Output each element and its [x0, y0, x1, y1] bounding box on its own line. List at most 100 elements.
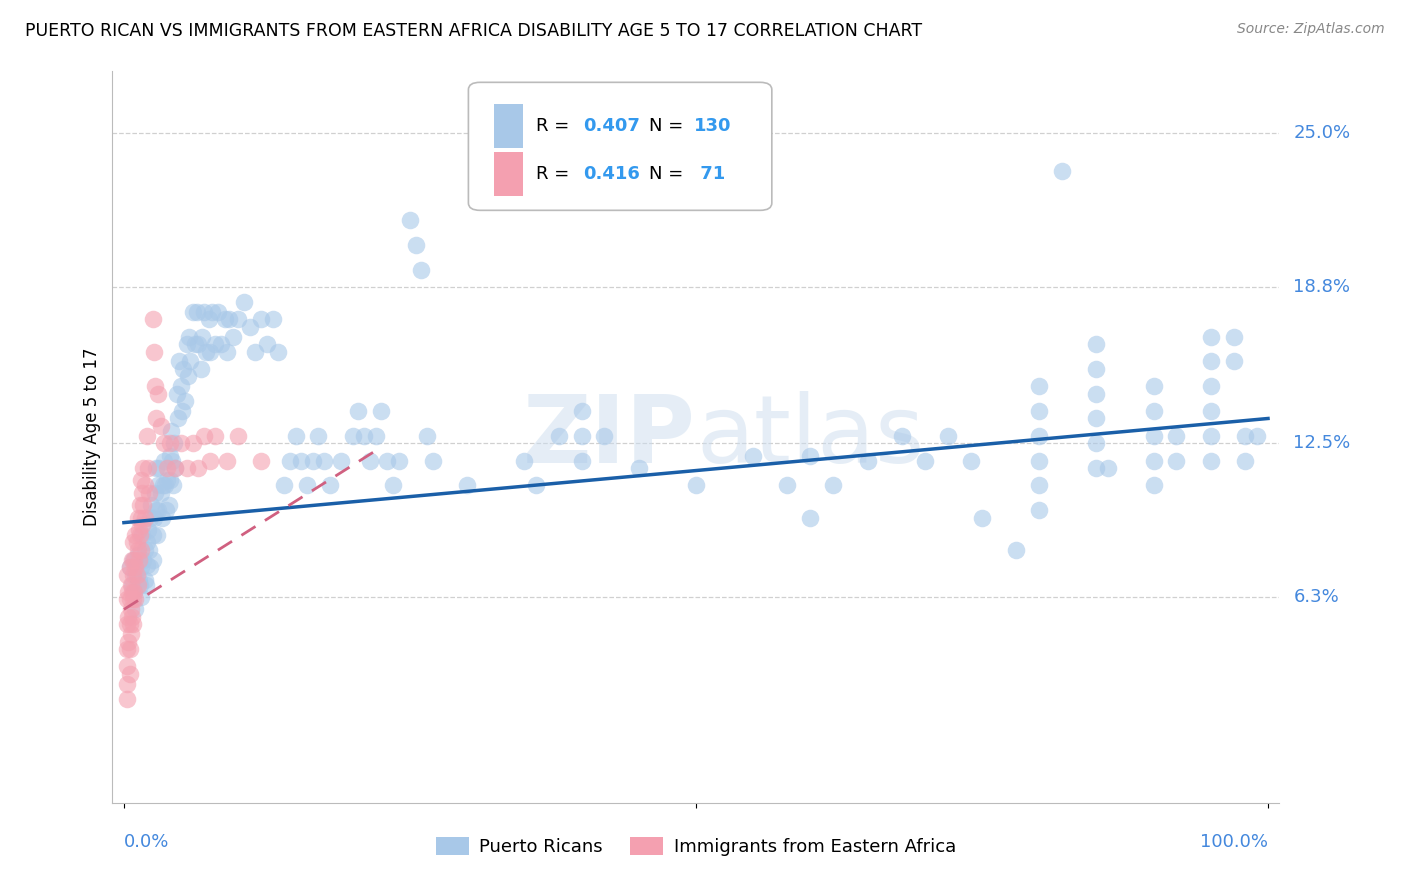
Point [145, 461, 167, 475]
Point [627, 461, 650, 475]
Point [218, 312, 240, 326]
Point [134, 542, 156, 557]
Point [1199, 329, 1222, 343]
Point [936, 429, 959, 443]
Point [132, 553, 155, 567]
Point [166, 386, 188, 401]
Point [245, 344, 267, 359]
Point [118, 560, 141, 574]
Point [118, 560, 141, 574]
Point [143, 379, 166, 393]
Point [1028, 478, 1050, 492]
Point [129, 560, 152, 574]
Text: 100.0%: 100.0% [1199, 832, 1268, 851]
Point [120, 627, 142, 641]
Point [124, 602, 146, 616]
Point [127, 542, 149, 557]
Point [1028, 379, 1050, 393]
Point [1142, 478, 1164, 492]
Point [155, 503, 177, 517]
Point [124, 528, 146, 542]
Point [142, 344, 165, 359]
Point [1199, 379, 1222, 393]
Point [117, 592, 139, 607]
Point [159, 436, 181, 450]
Point [125, 567, 148, 582]
Point [150, 510, 173, 524]
Point [214, 312, 236, 326]
Point [129, 590, 152, 604]
Point [117, 677, 139, 691]
Point [159, 474, 181, 488]
Point [301, 453, 323, 467]
Point [387, 453, 409, 467]
Point [132, 461, 155, 475]
Point [204, 337, 226, 351]
Legend: Puerto Ricans, Immigrants from Eastern Africa: Puerto Ricans, Immigrants from Eastern A… [429, 830, 963, 863]
Point [124, 567, 146, 582]
Point [176, 461, 198, 475]
Point [1222, 354, 1244, 368]
Point [148, 461, 170, 475]
Point [307, 429, 329, 443]
Point [1142, 453, 1164, 467]
Point [153, 478, 176, 492]
Point [121, 577, 143, 591]
Point [127, 548, 149, 562]
Point [233, 295, 256, 310]
Text: N =: N = [650, 165, 689, 183]
Text: 0.0%: 0.0% [124, 832, 169, 851]
Point [970, 510, 993, 524]
Point [228, 312, 250, 326]
Point [117, 659, 139, 673]
Y-axis label: Disability Age 5 to 17: Disability Age 5 to 17 [83, 348, 101, 526]
Point [190, 329, 212, 343]
Point [129, 528, 152, 542]
Point [204, 429, 226, 443]
Point [118, 617, 141, 632]
Point [1097, 461, 1119, 475]
Point [134, 573, 156, 587]
Point [139, 510, 162, 524]
Point [1028, 453, 1050, 467]
Point [295, 478, 318, 492]
Point [152, 478, 174, 492]
Point [1166, 429, 1188, 443]
Point [122, 535, 145, 549]
Text: Source: ZipAtlas.com: Source: ZipAtlas.com [1237, 22, 1385, 37]
Point [273, 478, 295, 492]
Point [278, 453, 301, 467]
Point [1199, 404, 1222, 418]
Point [250, 312, 273, 326]
Point [1085, 436, 1108, 450]
Point [284, 429, 307, 443]
Point [375, 453, 398, 467]
Point [197, 312, 219, 326]
Point [187, 337, 209, 351]
Point [776, 478, 799, 492]
Point [1028, 404, 1050, 418]
Point [118, 666, 141, 681]
Point [201, 305, 224, 319]
Point [1199, 453, 1222, 467]
Point [120, 602, 142, 616]
Point [128, 523, 150, 537]
Point [187, 461, 209, 475]
Point [141, 528, 163, 542]
Point [513, 453, 536, 467]
Point [121, 553, 143, 567]
Point [1166, 453, 1188, 467]
Point [1142, 429, 1164, 443]
Point [173, 394, 195, 409]
Text: atlas: atlas [696, 391, 924, 483]
Point [1234, 429, 1257, 443]
Point [118, 592, 141, 607]
Point [250, 453, 273, 467]
Text: 25.0%: 25.0% [1294, 124, 1351, 143]
Point [267, 344, 290, 359]
Point [742, 449, 765, 463]
Point [143, 486, 166, 500]
Point [162, 478, 184, 492]
Point [411, 262, 433, 277]
Point [256, 337, 278, 351]
